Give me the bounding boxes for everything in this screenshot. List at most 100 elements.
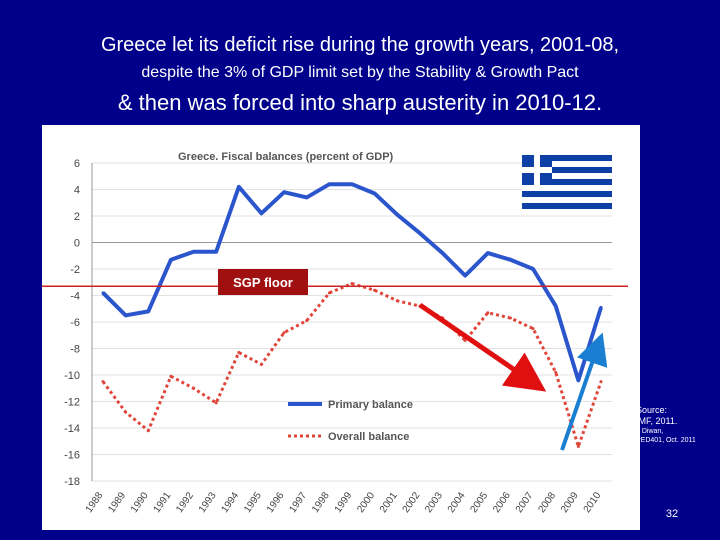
x-tick-label: 2003 [423, 490, 445, 515]
data-point [486, 251, 490, 255]
x-tick-label: 2009 [559, 490, 581, 515]
y-tick-label: 4 [74, 185, 80, 197]
y-tick-label: -6 [70, 317, 80, 329]
data-point [486, 311, 490, 315]
x-tick-label: 2004 [446, 490, 468, 515]
data-point [327, 291, 331, 295]
data-point [599, 380, 603, 384]
data-point [395, 213, 399, 217]
data-point [327, 182, 331, 186]
greek-flag-icon [522, 155, 612, 209]
data-point [305, 319, 309, 323]
source-line: PED401, Oct. 2011 [636, 437, 696, 444]
y-axis: 6 4 2 0 -2 -4 -6 -8 -10 -12 -14 -16 -18 [64, 158, 80, 488]
series-line-overall [101, 282, 603, 449]
data-point [259, 211, 263, 215]
data-point [554, 304, 558, 308]
x-tick-label: 1993 [197, 490, 219, 515]
x-tick-label: 1997 [287, 490, 309, 515]
chart-series [101, 182, 603, 449]
data-point [554, 370, 558, 374]
data-point [350, 282, 354, 286]
x-tick-label: 1992 [174, 490, 196, 515]
chart-legend: Primary balance Overall balance [288, 399, 413, 443]
data-point [237, 185, 241, 189]
legend-overall-label: Overall balance [328, 431, 409, 443]
data-point [169, 374, 173, 378]
y-tick-label: -2 [70, 264, 80, 276]
sgp-floor-label-bg [218, 269, 308, 295]
chart-title: Greece. Fiscal balances (percent of GDP) [178, 151, 394, 163]
slide-title-line3: & then was forced into sharp austerity i… [117, 90, 603, 115]
flag-stripe [522, 167, 612, 173]
x-tick-label: 1996 [265, 490, 287, 515]
flag-cross [534, 155, 540, 185]
flag-stripe [522, 191, 612, 197]
data-point [124, 313, 128, 317]
y-tick-label: 6 [74, 158, 80, 170]
data-point [441, 251, 445, 255]
data-point [214, 401, 218, 405]
flag-stripe [522, 155, 612, 161]
data-point [531, 327, 535, 331]
data-point [237, 350, 241, 354]
y-tick-label: -8 [70, 344, 80, 356]
source-line: I. Diwan, [636, 428, 664, 435]
data-point [350, 182, 354, 186]
y-tick-label: -10 [64, 370, 80, 382]
blue-arrow-annotation [560, 332, 608, 451]
data-point [124, 410, 128, 414]
data-point [101, 291, 105, 295]
x-tick-label: 1991 [152, 490, 174, 515]
data-point [373, 191, 377, 195]
x-tick-label: 1998 [310, 490, 332, 515]
x-tick-label: 1994 [220, 490, 242, 515]
x-tick-label: 2008 [536, 490, 558, 515]
x-tick-label: 1989 [106, 490, 128, 515]
data-point [508, 258, 512, 262]
x-tick-label: 1999 [333, 490, 355, 515]
data-point [282, 331, 286, 335]
data-point [373, 288, 377, 292]
data-point [531, 267, 535, 271]
x-tick-label: 2001 [378, 490, 400, 515]
data-point [576, 445, 580, 449]
legend-primary-label: Primary balance [328, 399, 413, 411]
data-point [508, 316, 512, 320]
slide-title: Greece let its deficit rise during the g… [100, 34, 620, 56]
data-point [282, 190, 286, 194]
y-tick-label: -4 [70, 291, 80, 303]
source-note: Source: IMF, 2011. I. Diwan, PED401, Oct… [636, 405, 720, 445]
data-point [305, 195, 309, 199]
y-tick-label: -12 [64, 397, 80, 409]
y-tick-label: -18 [64, 476, 80, 488]
y-tick-label: 0 [74, 238, 80, 250]
source-line: IMF, 2011. [636, 416, 678, 426]
data-point [259, 362, 263, 366]
data-point [463, 274, 467, 278]
x-tick-label: 1988 [84, 490, 106, 515]
x-tick-label: 1990 [129, 490, 151, 515]
data-point [101, 380, 105, 384]
data-point [192, 386, 196, 390]
x-axis: 1988 1989 1990 1991 1992 1993 1994 1995 1996 1997… [84, 490, 604, 515]
x-tick-label: 2007 [514, 490, 536, 515]
data-point [146, 309, 150, 313]
slide-subtitle: despite the 3% of GDP limit set by the S… [141, 64, 579, 81]
y-tick-label: -16 [64, 450, 80, 462]
data-point [599, 305, 603, 309]
x-tick-label: 2000 [355, 490, 377, 515]
data-point [214, 250, 218, 254]
data-point [418, 231, 422, 235]
x-tick-label: 2005 [469, 490, 491, 515]
page-number: 32 [665, 508, 679, 520]
data-point [169, 258, 173, 262]
flag-stripe [522, 203, 612, 209]
x-tick-label: 1995 [242, 490, 264, 515]
red-arrow-annotation [418, 302, 547, 392]
y-tick-label: 2 [74, 211, 80, 223]
data-point [192, 250, 196, 254]
data-point [463, 339, 467, 343]
x-tick-label: 2002 [401, 490, 423, 515]
x-tick-label: 2010 [582, 490, 604, 515]
